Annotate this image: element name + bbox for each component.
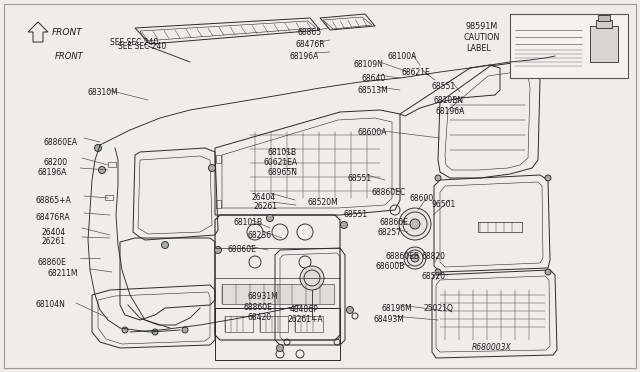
Text: 68860EC: 68860EC [371,188,405,197]
Bar [222,284,334,304]
Text: 68860E: 68860E [244,303,273,312]
Text: 68820: 68820 [422,252,446,261]
Text: 68104N: 68104N [36,300,66,309]
Text: 68931M: 68931M [248,292,279,301]
Circle shape [404,247,426,269]
Text: 68865: 68865 [298,28,322,37]
Bar [598,15,610,21]
Text: 26261: 26261 [254,202,278,211]
Text: 68520: 68520 [422,272,446,281]
Circle shape [410,219,420,229]
Text: 68236: 68236 [248,231,272,240]
Bar [295,316,323,332]
Text: SEE SEC 240: SEE SEC 240 [110,38,158,47]
Circle shape [276,344,284,352]
Circle shape [411,254,419,262]
Circle shape [122,327,128,333]
Text: 26404: 26404 [42,228,67,237]
Circle shape [99,167,106,173]
Text: 68200: 68200 [44,158,68,167]
Circle shape [182,327,188,333]
Text: 68860E: 68860E [38,258,67,267]
Text: 68101B: 68101B [268,148,297,157]
Circle shape [300,266,324,290]
Text: 60621EA: 60621EA [263,158,297,167]
Circle shape [152,329,158,335]
Text: 68600A: 68600A [357,128,387,137]
Text: 96501: 96501 [432,200,456,209]
Text: 68476RA: 68476RA [35,213,70,222]
Text: 68520M: 68520M [308,198,339,207]
Bar [510,14,628,78]
Bar [590,26,618,62]
Text: 68310M: 68310M [88,88,119,97]
Text: 48486P: 48486P [290,305,319,314]
Text: 98591M: 98591M [466,22,499,31]
Circle shape [209,164,216,171]
Text: 68420: 68420 [247,313,271,322]
Text: 68640: 68640 [361,74,385,83]
Text: SEE SEC 240: SEE SEC 240 [118,42,166,51]
Text: 25021Q: 25021Q [424,304,454,313]
Text: FRONT: FRONT [55,52,84,61]
Text: 26261+A: 26261+A [288,315,324,324]
Circle shape [95,144,102,151]
Circle shape [340,221,348,228]
Text: 68600B: 68600B [376,262,405,271]
Circle shape [545,269,551,275]
Text: 68865+A: 68865+A [36,196,72,205]
Circle shape [346,307,353,314]
Circle shape [399,208,431,240]
Text: 68100A: 68100A [388,52,417,61]
Text: 68196A: 68196A [435,107,465,116]
Text: 68860E: 68860E [380,218,409,227]
Text: 68621E: 68621E [401,68,429,77]
Text: CAUTION: CAUTION [464,33,500,42]
Text: 68196M: 68196M [381,304,412,313]
Text: 68493M: 68493M [374,315,405,324]
Bar [260,316,288,332]
Text: 68860EB: 68860EB [386,252,420,261]
Circle shape [435,175,441,181]
Text: R680003X: R680003X [472,343,512,352]
Text: 68196A: 68196A [290,52,319,61]
Circle shape [266,215,273,221]
Circle shape [435,269,441,275]
Text: 68965N: 68965N [267,168,297,177]
Text: 26261: 26261 [42,237,66,246]
Text: 68551: 68551 [348,174,372,183]
Text: 68211M: 68211M [48,269,79,278]
Circle shape [214,247,221,253]
Text: 68109N: 68109N [354,60,384,69]
Text: 68551: 68551 [432,82,456,91]
Bar [216,200,221,208]
Text: 68257: 68257 [378,228,402,237]
Text: 68101B: 68101B [234,218,263,227]
Text: 68513M: 68513M [357,86,388,95]
Text: 68860E: 68860E [228,245,257,254]
Circle shape [161,241,168,248]
Text: 68860EA: 68860EA [44,138,78,147]
Bar [478,222,522,232]
Text: FRONT: FRONT [52,28,83,37]
Bar [108,162,116,167]
Text: 6810BN: 6810BN [434,96,464,105]
Text: 68600: 68600 [410,194,435,203]
Text: 68196A: 68196A [38,168,67,177]
Circle shape [545,175,551,181]
Bar [225,316,253,332]
Bar [216,155,221,163]
Text: 68551: 68551 [343,210,367,219]
Text: LABEL: LABEL [466,44,491,53]
Bar [596,20,612,28]
Bar [105,195,113,200]
Text: 68476R: 68476R [296,40,326,49]
Text: 26404: 26404 [252,193,276,202]
